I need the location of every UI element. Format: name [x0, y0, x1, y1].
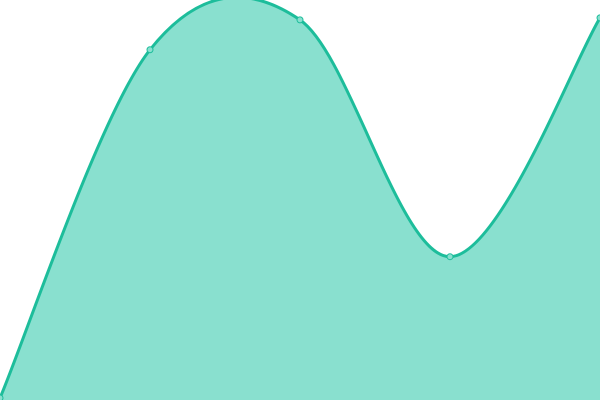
data-point-4	[596, 14, 600, 22]
data-point-2	[296, 16, 304, 24]
data-points	[0, 14, 600, 400]
data-point-0	[0, 394, 4, 400]
data-point-3	[446, 253, 454, 261]
data-point-1	[146, 46, 154, 54]
